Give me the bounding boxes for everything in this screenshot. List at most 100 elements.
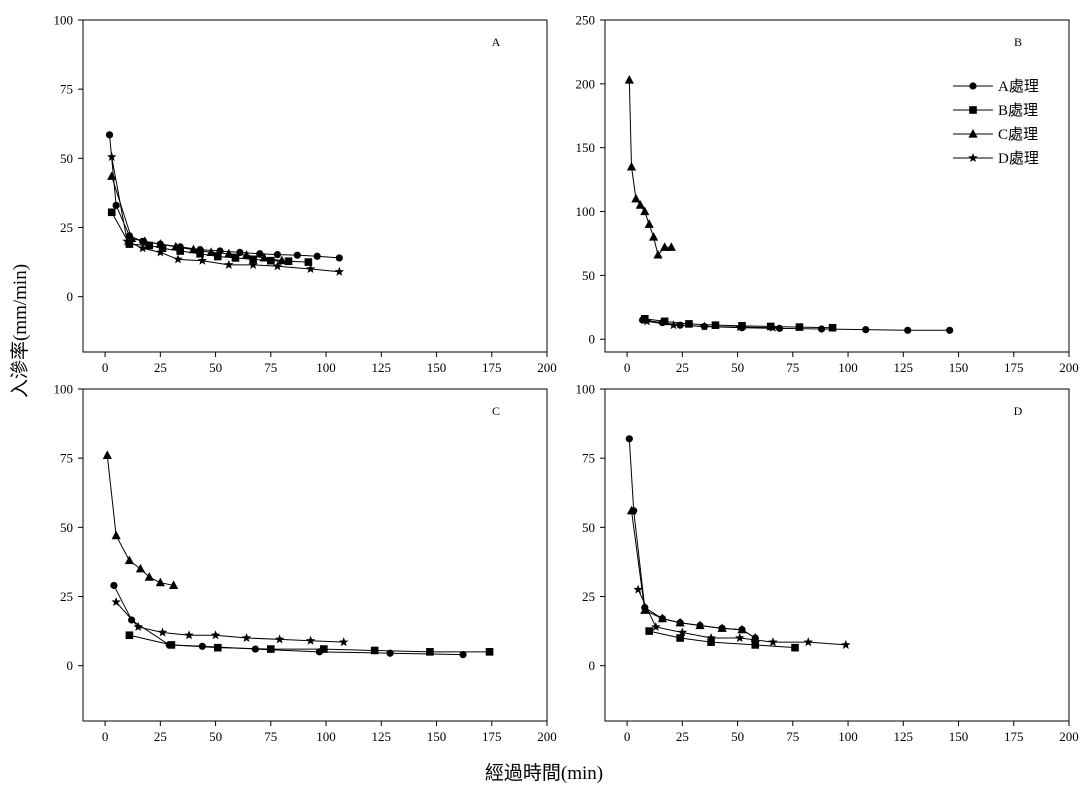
x-tick-label: 200: [1059, 360, 1079, 375]
data-point: [657, 613, 668, 623]
data-point: [144, 572, 154, 581]
data-point: [695, 620, 705, 630]
data-point: [158, 244, 167, 253]
x-tick-label: 75: [264, 360, 277, 375]
data-point: [645, 627, 653, 635]
series-circle: [105, 131, 343, 262]
series-triangle: [626, 505, 760, 642]
data-point: [304, 258, 313, 266]
data-point: [135, 563, 146, 573]
legend-label: C處理: [998, 126, 1038, 143]
data-point: [635, 200, 645, 209]
x-tick-label: 0: [624, 360, 631, 375]
data-point: [649, 232, 659, 241]
data-point: [386, 649, 394, 657]
x-tick-label: 100: [316, 729, 336, 744]
panel-a: 0 25 50 75 100 125 150 175 200 0 25 50 75 100 A: [54, 13, 557, 376]
data-point: [274, 634, 285, 644]
x-tick-label: 100: [838, 360, 858, 375]
x-tick-label: 125: [894, 360, 914, 375]
series-line: [637, 589, 846, 646]
y-tick-label: 50: [60, 520, 73, 535]
x-tick-label: 125: [372, 729, 392, 744]
series-circle: [110, 581, 467, 659]
series-triangle: [624, 75, 676, 259]
x-tick-label: 100: [838, 729, 858, 744]
data-point: [124, 555, 134, 565]
data-point: [642, 316, 652, 326]
x-tick-label: 0: [624, 729, 631, 744]
data-point: [737, 624, 747, 634]
x-tick-label: 50: [731, 729, 744, 744]
data-point: [267, 645, 275, 653]
y-tick-label: 100: [576, 382, 596, 397]
data-point: [267, 256, 275, 265]
y-tick-label: 150: [576, 140, 596, 155]
y-tick-label: 0: [589, 332, 596, 347]
x-tick-label: 75: [264, 729, 277, 744]
data-point: [140, 236, 150, 245]
data-point: [106, 151, 117, 161]
data-point: [125, 631, 134, 640]
y-axis-title: 入滲率(mm/min): [9, 264, 31, 398]
data-point: [272, 261, 283, 271]
data-point: [626, 161, 637, 171]
data-point: [122, 236, 132, 246]
data-point: [768, 637, 778, 647]
panel-letter: C: [492, 404, 500, 418]
plot-frame: [82, 19, 548, 353]
data-point: [946, 326, 954, 334]
data-point: [173, 254, 183, 264]
data-point: [155, 239, 165, 248]
data-point: [685, 320, 693, 328]
data-point: [196, 249, 204, 258]
data-point: [485, 648, 494, 656]
x-tick-label: 175: [1004, 729, 1024, 744]
legend: A處理 B處理 C處理 D處理: [953, 78, 1039, 167]
data-point: [210, 630, 221, 640]
data-point: [112, 201, 120, 209]
data-point: [105, 131, 114, 139]
data-point: [803, 637, 814, 647]
series-line: [631, 510, 756, 639]
series-star: [111, 597, 349, 647]
x-tick-label: 25: [154, 729, 167, 744]
x-tick-label: 25: [676, 360, 689, 375]
data-point: [707, 638, 715, 646]
y-tick-label: 0: [589, 658, 596, 673]
panel-c: 0 25 50 75 100 125 150 175 200 0 25 50 75 100 C: [54, 382, 557, 745]
y-tick-label: 75: [60, 451, 73, 466]
series-star: [106, 151, 345, 276]
legend-label: B處理: [998, 102, 1038, 119]
x-tick-label: 75: [786, 360, 799, 375]
data-point: [651, 621, 661, 631]
panel-letter: A: [492, 35, 501, 49]
data-point: [167, 641, 176, 649]
series-line: [129, 634, 490, 653]
data-point: [775, 324, 784, 332]
y-tick-label: 75: [60, 82, 73, 97]
x-tick-label: 175: [1004, 360, 1024, 375]
data-point: [241, 633, 252, 643]
series-triangle: [107, 171, 287, 265]
x-tick-label: 150: [427, 360, 447, 375]
y-tick-label: 0: [67, 289, 74, 304]
data-point: [188, 244, 199, 254]
series-line: [644, 318, 833, 329]
y-tick-label: 25: [60, 220, 73, 235]
data-point: [197, 255, 208, 265]
x-tick-label: 100: [316, 360, 336, 375]
data-point: [660, 317, 669, 326]
data-point: [102, 450, 112, 459]
data-point: [259, 252, 269, 262]
legend-star-icon: [968, 153, 978, 163]
data-point: [213, 252, 222, 261]
data-point: [231, 254, 240, 262]
data-point: [676, 634, 684, 642]
data-point: [640, 315, 649, 323]
data-point: [640, 605, 650, 614]
data-point: [176, 247, 185, 255]
y-tick-label: 100: [54, 382, 74, 397]
series-line: [111, 156, 340, 273]
x-tick-label: 0: [102, 729, 109, 744]
